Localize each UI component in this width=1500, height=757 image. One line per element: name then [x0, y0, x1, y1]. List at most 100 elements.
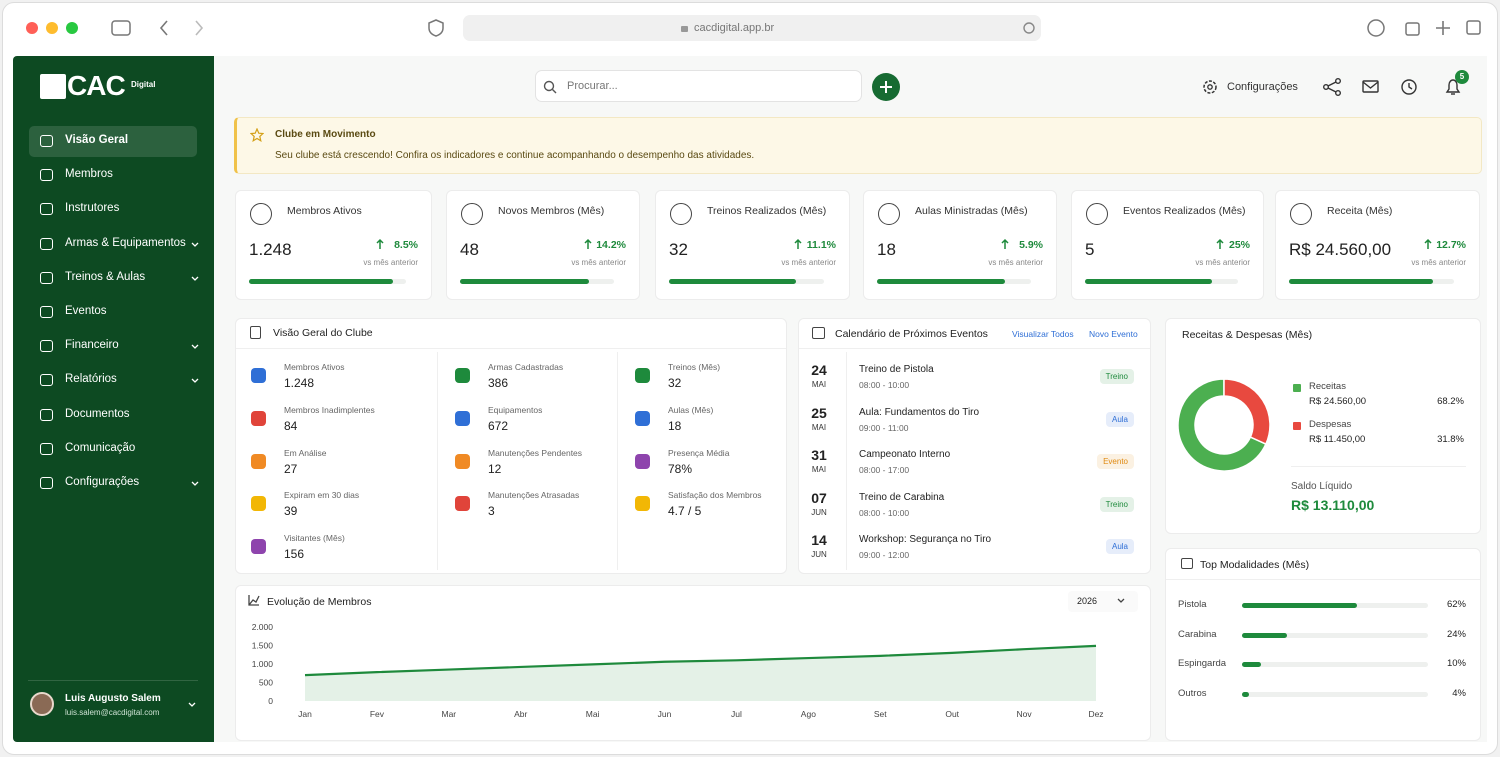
period-label: 2026	[1077, 596, 1098, 606]
nav-icon	[40, 237, 53, 250]
nav-item[interactable]: Configurações	[65, 476, 140, 488]
notification-badge	[1455, 70, 1469, 84]
overview-icon	[455, 496, 470, 512]
chart-title: Evolução de Membros	[267, 596, 372, 608]
finance-divider	[1291, 466, 1466, 467]
mail-icon[interactable]	[1362, 80, 1379, 93]
chevron-shape	[191, 242, 199, 247]
bar	[1242, 662, 1261, 668]
user-avatar[interactable]	[30, 692, 54, 716]
overview-value: 78%	[668, 461, 693, 476]
kpi-progress	[877, 279, 1005, 284]
event-title[interactable]: Aula: Fundamentos do Tiro	[859, 406, 980, 418]
banner-title: Clube em Movimento	[275, 129, 376, 140]
chevron-shape	[188, 702, 196, 707]
nav-item[interactable]: Documentos	[65, 407, 130, 420]
reload-button[interactable]	[1023, 22, 1035, 34]
bar	[1242, 603, 1358, 608]
nav-item[interactable]: Instrutores	[65, 202, 120, 215]
overview-value: 84	[284, 418, 298, 433]
settings-icon[interactable]	[1202, 79, 1218, 95]
arrow-shape	[1424, 238, 1432, 249]
bar-value: 4%	[1452, 687, 1466, 699]
chart-title: Receitas & Despesas (Mês)	[1182, 329, 1313, 341]
settings-link[interactable]: Configurações	[1227, 81, 1298, 93]
nav-icon	[40, 271, 53, 284]
arrow-shape	[1216, 238, 1224, 249]
nav-active-bg	[29, 126, 197, 157]
back-button[interactable]	[159, 20, 168, 36]
kpi-arrow	[1001, 238, 1009, 249]
nav-item[interactable]: Treinos & Aulas	[65, 270, 146, 283]
balance-label: Saldo Líquido	[1291, 481, 1353, 492]
nav-icon	[40, 374, 53, 387]
nav-item[interactable]: Comunicação	[65, 441, 136, 454]
column-divider	[437, 352, 438, 570]
x-tick-label: Ago	[801, 709, 816, 719]
nav-item[interactable]: Relatórios	[65, 373, 117, 386]
new-tab-button[interactable]	[1436, 21, 1450, 35]
overview-label: Armas Cadastradas	[488, 362, 564, 372]
chevron	[191, 344, 199, 350]
search-box[interactable]	[535, 70, 862, 102]
add-button[interactable]	[871, 72, 901, 102]
overview-label: Visitantes (Mês)	[284, 533, 345, 544]
y-tick-label: 500	[259, 678, 273, 688]
bell-icon[interactable]	[1445, 79, 1461, 95]
kpi-note: vs mês anterior	[781, 258, 836, 267]
minimize-button[interactable]	[46, 22, 58, 34]
nav-icon	[40, 442, 53, 455]
kpi-icon	[670, 203, 692, 225]
nav-item[interactable]: Armas & Equipamentos	[65, 236, 186, 249]
calendar-link[interactable]: Novo Evento	[1089, 329, 1138, 339]
x-tick-label: Jul	[731, 709, 742, 719]
panel-icon	[812, 327, 825, 339]
sidebar-toggle[interactable]	[111, 20, 131, 36]
nav-item[interactable]: Eventos	[65, 305, 107, 317]
calendar-link[interactable]: Visualizar Todos	[1012, 329, 1074, 339]
kpi-value: 48	[460, 240, 479, 259]
overview-label: Satisfação dos Membros	[668, 490, 762, 501]
legend-percent: 68.2%	[1437, 396, 1464, 407]
tabs-button[interactable]	[1466, 20, 1481, 35]
donut-slice	[1177, 378, 1267, 472]
forward-button[interactable]	[195, 20, 204, 36]
nav-icon	[40, 408, 53, 421]
kpi-note: vs mês anterior	[571, 258, 626, 267]
event-month: MAI	[811, 465, 827, 475]
overview-value: 32	[668, 376, 682, 390]
nav-item[interactable]: Financeiro	[65, 339, 119, 352]
history-icon[interactable]	[1401, 79, 1417, 95]
nav-icon	[40, 340, 53, 353]
nav-item[interactable]: Visão Geral	[65, 134, 129, 146]
event-title[interactable]: Treino de Pistola	[859, 364, 934, 375]
search-placeholder: Procurar...	[567, 80, 618, 92]
x-tick-label: Fev	[370, 709, 385, 719]
kpi-change: 25%	[1228, 239, 1250, 251]
download-button[interactable]	[1367, 19, 1385, 37]
nav-icon	[40, 169, 53, 182]
banner-text: Seu clube está crescendo! Confira os ind…	[275, 150, 755, 161]
privacy-icon[interactable]	[428, 19, 444, 37]
calendar-title: Calendário de Próximos Eventos	[835, 328, 988, 340]
zoom-button[interactable]	[66, 22, 78, 34]
share-button[interactable]	[1405, 22, 1420, 36]
overview-label: Em Análise	[284, 447, 327, 458]
column-divider	[617, 352, 618, 570]
close-button[interactable]	[26, 22, 38, 34]
bar-label: Pistola	[1178, 599, 1207, 610]
kpi-note: vs mês anterior	[988, 258, 1043, 267]
share-icon[interactable]	[1323, 77, 1341, 97]
period-select[interactable]	[1068, 591, 1138, 612]
nav-item[interactable]: Membros	[65, 168, 113, 181]
bar-value: 24%	[1446, 628, 1466, 640]
overview-value: 1.248	[284, 376, 315, 390]
event-title[interactable]: Workshop: Segurança no Tiro	[859, 534, 992, 546]
event-title[interactable]: Campeonato Interno	[859, 449, 951, 461]
event-title[interactable]: Treino de Carabina	[859, 491, 945, 503]
event-day: 07	[811, 489, 827, 506]
address-bar[interactable]	[463, 15, 1041, 41]
event-month: JUN	[811, 550, 827, 560]
